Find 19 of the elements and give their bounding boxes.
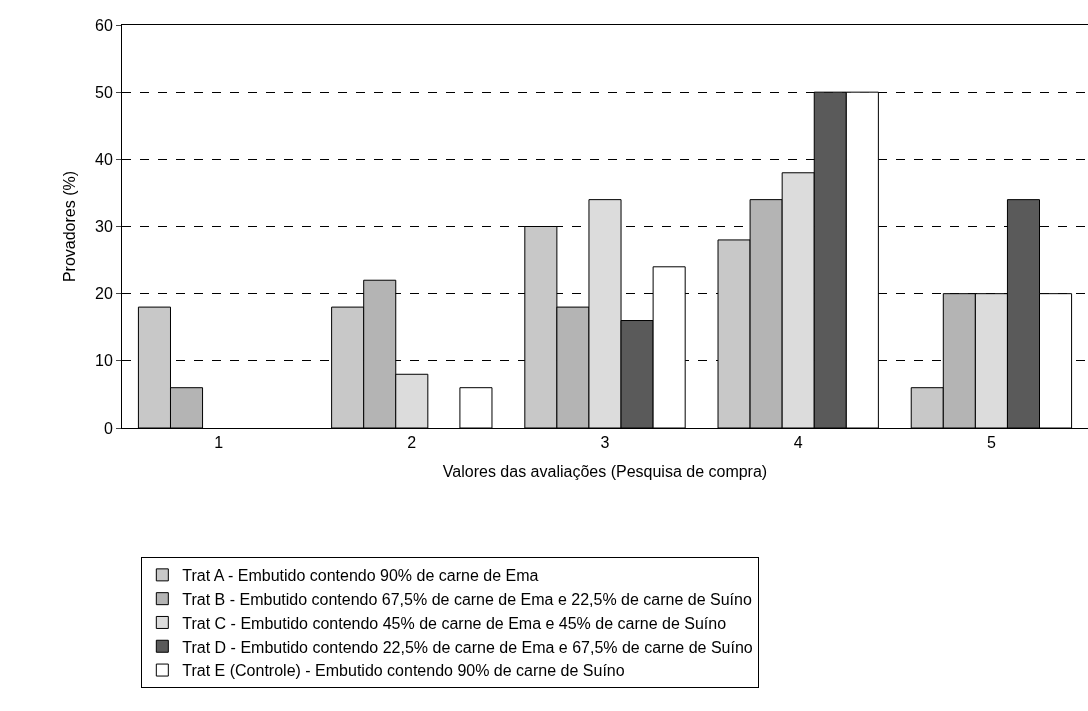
y-tick-label: 40 — [95, 150, 113, 168]
legend-label: Trat C - Embutido contendo 45% de carne de Ema e 45% de carne de Suíno — [182, 614, 727, 632]
y-tick-label: 20 — [95, 285, 113, 303]
legend-label: Trat E (Controle) - Embutido contendo 90% de carne de Suíno — [182, 662, 625, 680]
x-tick-label: 2 — [407, 434, 417, 452]
x-tick-label: 4 — [793, 434, 803, 452]
legend-label: Trat A - Embutido contendo 90% de carne de Ema — [182, 567, 539, 585]
legend-label: Trat D - Embutido contendo 22,5% de carne de Ema e 67,5% de carne de Suíno — [182, 638, 753, 656]
y-tick-label: 60 — [95, 16, 113, 34]
x-axis-title: Valores das avaliações (Pesquisa de compra) — [442, 462, 768, 480]
y-tick-label: 50 — [95, 83, 113, 101]
y-tick-label: 10 — [95, 352, 113, 370]
y-tick-label: 0 — [103, 419, 113, 437]
y-axis-title: Provadores (%) — [60, 170, 78, 283]
x-tick-label: 5 — [986, 434, 996, 452]
y-tick-label: 30 — [95, 218, 113, 236]
x-tick-label: 1 — [214, 434, 224, 452]
x-tick-label: 3 — [600, 434, 610, 452]
legend-label: Trat B - Embutido contendo 67,5% de carne de Ema e 22,5% de carne de Suíno — [182, 590, 752, 608]
